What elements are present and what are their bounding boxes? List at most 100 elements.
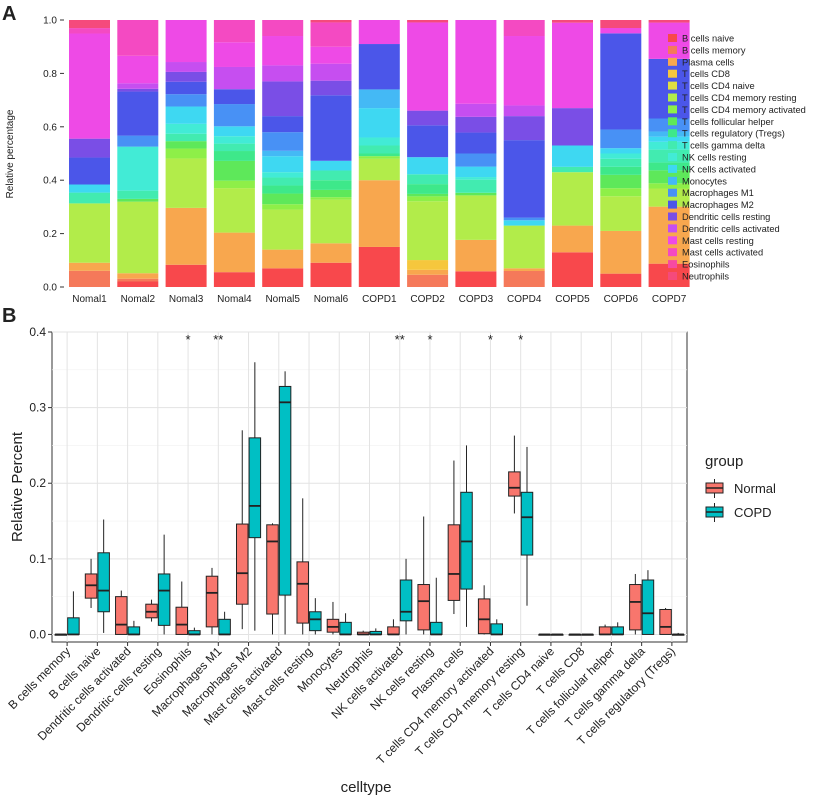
- bar-segment-nomal5-macrophages-m2: [262, 116, 304, 133]
- bar-segment-nomal4-t-cells-cd4-memory-resting: [213, 188, 255, 233]
- panel-b-x-axis-title: celltype: [341, 779, 392, 796]
- significance-macrophages-m1: **: [213, 332, 223, 347]
- panel-b-legend: group Normal COPD: [705, 453, 776, 522]
- box-mast-cells-activated-normal-iqr: [266, 524, 279, 615]
- legend-label-plasma-cells: Plasma cells: [682, 57, 735, 67]
- box-t-cells-cd4-memory-resting-copd-iqr: [520, 491, 534, 556]
- bar-segment-nomal3-t-cells-cd4-memory-activated: [165, 148, 207, 159]
- box-macrophages-m2-copd-iqr: [248, 437, 262, 539]
- bar-segment-copd2-mast-cells-resting: [407, 22, 449, 111]
- bar-segment-nomal2-b-cells-memory: [117, 278, 159, 282]
- bar-segment-nomal6-dendritic-cells-resting: [310, 80, 352, 96]
- legend-swatch-t-cells-cd4-memory-activated: [668, 105, 677, 114]
- legend-swatch-plasma-cells: [668, 57, 677, 66]
- bar-segment-nomal3-mast-cells-resting: [165, 20, 207, 63]
- box-nk-cells-resting-copd-iqr: [430, 621, 443, 635]
- bar-segment-copd3-t-cells-follicular-helper: [455, 192, 497, 196]
- bar-segment-copd2-neutrophils: [407, 20, 449, 23]
- panel-b-boxes: [54, 362, 685, 636]
- bar-segment-copd2-t-cells-cd4-memory-activated: [407, 196, 449, 202]
- bar-segment-nomal5-t-cells-gamma-delta: [262, 177, 304, 186]
- legend-swatch-macrophages-m2: [668, 200, 677, 209]
- legend-label-dendritic-cells-resting: Dendritic cells resting: [682, 212, 770, 222]
- legend-label-nk-cells-resting: NK cells resting: [682, 153, 747, 163]
- bar-segment-nomal1-neutrophils: [69, 20, 110, 29]
- significance-nk-cells-resting: *: [427, 332, 432, 347]
- bar-segment-nomal6-t-cells-gamma-delta: [310, 170, 352, 181]
- bar-segment-nomal2-dendritic-cells-resting: [117, 88, 159, 92]
- bar-segment-nomal2-t-cells-follicular-helper: [117, 198, 159, 202]
- bar-segment-nomal4-t-cells-cd4-memory-activated: [213, 180, 255, 189]
- y-tick-label: 0.3: [29, 401, 46, 415]
- legend-swatch-t-cells-cd8: [668, 69, 677, 78]
- legend-swatch-dendritic-cells-activated: [668, 224, 677, 233]
- legend-swatch-nk-cells-activated: [668, 164, 677, 173]
- bar-segment-nomal2-b-cells-naive: [117, 281, 159, 287]
- bar-segment-nomal4-macrophages-m1: [213, 104, 255, 127]
- panel-a-label: A: [2, 3, 16, 25]
- bar-segment-nomal3-t-cells-gamma-delta: [165, 133, 207, 142]
- bar-segment-nomal5-t-cells-cd4-memory-resting: [262, 209, 304, 250]
- legend-label-macrophages-m2: Macrophages M2: [682, 200, 754, 210]
- legend-swatch-b-cells-naive: [668, 34, 677, 42]
- bar-segment-copd3-mast-cells-resting: [455, 20, 497, 104]
- y-tick-label: 0.0: [43, 283, 57, 294]
- bar-segment-nomal6-t-cells-cd4-memory-resting: [310, 199, 352, 244]
- bar-segment-nomal5-nk-cells-activated: [262, 156, 304, 173]
- bar-segment-copd6-t-cells-follicular-helper: [600, 174, 642, 189]
- bar-segment-nomal1-t-cells-gamma-delta: [69, 192, 110, 204]
- bar-segment-nomal2-dendritic-cells-activated: [117, 83, 159, 89]
- bar-segment-nomal1-macrophages-m2: [69, 157, 110, 185]
- legend-label-nk-cells-activated: NK cells activated: [682, 164, 756, 174]
- panel-b-y-axis: 0.0 0.1 0.2 0.3 0.4: [29, 325, 52, 641]
- bar-segment-copd6-t-cells-gamma-delta: [600, 158, 642, 167]
- bar-segment-nomal5-mast-cells-resting: [262, 36, 304, 66]
- bar-segment-nomal3-nk-cells-resting: [165, 123, 207, 134]
- legend-label-mast-cells-activated: Mast cells activated: [682, 248, 763, 258]
- panel-b-gridlines: [52, 331, 687, 642]
- significance-nk-cells-activated: **: [395, 332, 405, 347]
- legend-swatch-monocytes: [668, 176, 677, 185]
- bar-segment-nomal1-mast-cells-resting: [69, 33, 110, 139]
- x-tick-label-copd4: COPD4: [507, 294, 542, 305]
- y-tick-label: 0.2: [43, 229, 57, 240]
- bar-segment-copd1-macrophages-m2: [358, 44, 400, 90]
- bar-segment-nomal6-t-cells-follicular-helper: [310, 189, 352, 198]
- legend-swatch-t-cells-regulatory-tregs: [668, 129, 677, 138]
- x-tick-label-nomal4: Nomal4: [217, 294, 252, 305]
- box-t-cells-gamma-delta-copd-iqr: [641, 579, 655, 635]
- bar-segment-copd7-neutrophils: [648, 20, 690, 23]
- bar-segment-copd5-plasma-cells: [552, 225, 593, 253]
- legend-swatch-macrophages-m1: [668, 188, 677, 197]
- bar-segment-nomal4-nk-cells-resting: [213, 136, 255, 144]
- bar-segment-copd6-nk-cells-activated: [600, 148, 642, 154]
- bar-segment-nomal5-macrophages-m1: [262, 132, 304, 151]
- bar-segment-copd3-dendritic-cells-activated: [455, 103, 497, 117]
- bar-segment-copd1-mast-cells-resting: [358, 20, 400, 45]
- panel-a-x-tick-labels: Nomal1 Nomal2 Nomal3 Nomal4 Nomal5 Nomal6 COPD…: [72, 294, 686, 305]
- bar-segment-copd1-monocytes: [358, 89, 400, 109]
- legend-label-t-cells-gamma-delta: T cells gamma delta: [682, 141, 766, 151]
- bar-segment-nomal4-mast-cells-resting: [213, 42, 255, 67]
- legend-label-normal: Normal: [734, 481, 776, 496]
- bar-segment-nomal3-plasma-cells: [165, 207, 207, 265]
- bar-segment-copd6-b-cells-naive: [600, 273, 642, 287]
- y-tick-label: 0.0: [29, 627, 46, 641]
- bar-segment-nomal2-t-cells-gamma-delta: [117, 190, 159, 199]
- box-nk-cells-activated-copd-iqr: [399, 579, 413, 622]
- box-dendritic-cells-activated-copd-iqr: [127, 626, 141, 635]
- legend-swatch-nk-cells-resting: [668, 153, 677, 161]
- bar-segment-nomal5-dendritic-cells-activated: [262, 65, 304, 82]
- box-t-cells-regulatory-tregs-normal-iqr: [659, 608, 672, 635]
- bar-segment-copd3-macrophages-m1: [455, 153, 497, 167]
- x-tick-label-nomal5: Nomal5: [265, 294, 300, 305]
- bar-segment-copd3-nk-cells-resting: [455, 177, 497, 180]
- bar-segment-nomal2-mast-cells-resting: [117, 55, 159, 84]
- x-tick-label-copd5: COPD5: [555, 294, 590, 305]
- panel-b-label: B: [2, 305, 16, 327]
- bar-segment-nomal5-t-cells-regulatory-tregs: [262, 185, 304, 194]
- bar-segment-nomal2-nk-cells-resting: [117, 146, 159, 191]
- legend-swatch-b-cells-memory: [668, 45, 677, 54]
- bar-segment-copd3-nk-cells-activated: [455, 166, 497, 178]
